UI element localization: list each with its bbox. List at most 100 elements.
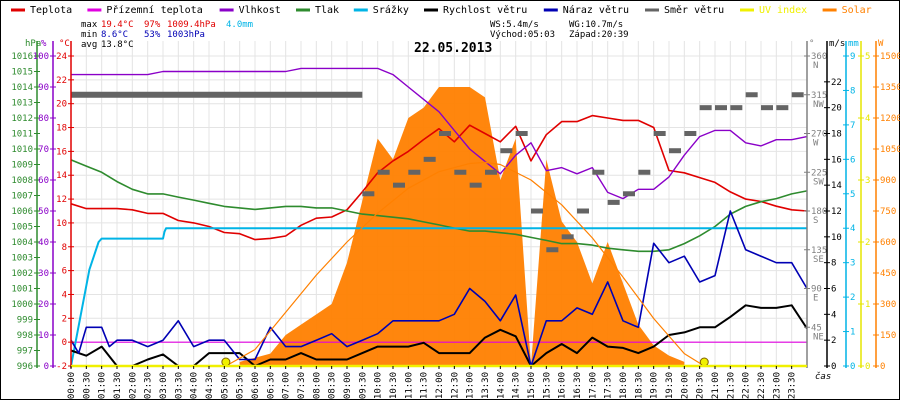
rain-axis-tick-label: 6 [850,155,855,165]
rain-axis-tick-label: 0 [850,362,855,372]
x-tick-label: 23:30 [788,372,798,399]
pressure-axis-tick-label: 1000 [11,300,33,310]
pressure-axis-tick-label: 1005 [11,223,33,233]
rain-axis-tick-label: 2 [850,293,855,303]
x-tick-label: 21:00 [711,372,721,399]
wind-axis-tick-label: 12 [831,207,842,217]
x-tick-label: 03:30 [174,372,184,399]
wind-direction-mark [776,105,789,111]
solar-axis-tick-label: 750 [880,207,896,217]
wind-direction-mark [607,199,620,205]
markers-layer [221,357,709,367]
x-axis-label: čas [815,371,831,382]
x-tick-label: 12:00 [435,372,445,399]
x-tick-label: 11:00 [404,372,414,399]
wind-axis-tick-label: 10 [831,233,842,243]
pressure-axis-tick-label: 999 [17,316,33,326]
sunrise-marker [221,357,231,367]
wind-axis-tick-label: 22 [831,78,842,88]
wind-direction-mark [393,182,405,188]
x-tick-label: 14:00 [496,372,506,399]
x-tick-label: 02:30 [144,372,154,399]
stats-temp-min: 8.6°C [101,30,128,40]
pressure-axis-tick-label: 1010 [11,145,33,155]
direction-axis-tick-label: 225 [811,168,827,178]
uv-axis-tick-label: 0 [865,362,870,372]
rain-axis-tick-label: 5 [850,190,855,200]
humidity-axis-tick-label: 30 [38,269,49,279]
uv-axis-tick-label: 5 [865,52,870,62]
humidity-axis-tick-label: 50 [38,207,49,217]
rain-axis-tick-label: 9 [850,52,855,62]
series-vlhkost [71,67,808,200]
temperature-axis-unit: °C [59,39,70,49]
direction-axis-compass-label: SE [813,255,824,265]
series-teplota [70,114,808,241]
stats-sunset: Západ:20:39 [569,30,629,40]
series-n-raz-v-tru [70,210,808,367]
wind-direction-mark [423,156,436,162]
stats-press-max: 1009.4hPa [167,20,216,30]
x-tick-label: 23:00 [772,372,782,399]
solar-axis-tick-label: 1350 [880,83,900,93]
pressure-axis-tick-label: 1007 [11,192,33,202]
wind-direction-mark [699,105,712,111]
wind-axis-tick-label: 0 [831,362,836,372]
wind-direction-mark [669,148,681,154]
x-tick-label: 13:30 [481,372,491,399]
x-tick-label: 17:30 [604,372,614,399]
wind-direction-mark [791,92,804,98]
temperature-axis-tick-label: 6 [62,267,67,277]
x-tick-label: 22:00 [742,372,752,399]
legend-item: Vlhkost [239,5,281,16]
legend-item: Teplota [30,5,72,16]
direction-axis-compass-label: E [813,294,818,304]
x-tick-label: 04:30 [205,372,215,399]
solar-axis-tick-label: 150 [880,331,896,341]
pressure-axis-tick-label: 1015 [11,68,33,78]
wind-direction-mark [408,169,421,175]
x-tick-label: 12:30 [450,372,460,399]
solar-axis-tick-label: 1200 [880,114,900,124]
humidity-axis-tick-label: 60 [38,176,49,186]
humidity-axis-tick-label: 80 [38,114,49,124]
wind-direction-mark [761,105,773,111]
pressure-axis-tick-label: 1016 [11,52,33,62]
uv-axis-tick-label: 4 [865,114,870,124]
wind-direction-mark [638,169,651,175]
wind-axis-tick-label: 2 [831,336,836,346]
wind-direction-mark [469,182,482,188]
rain-axis-tick-label: 3 [850,259,855,269]
stats-block: max 19.4°C 97% 1009.4hPa 4.0mm min 8.6°C… [81,20,629,50]
stats-wg: WG:10.7m/s [569,20,623,30]
wind-direction-mark [561,234,574,240]
temperature-axis-tick-label: 14 [56,171,67,181]
x-tick-label: 16:30 [573,372,583,399]
series-sr-ky [70,227,807,367]
temperature-axis-tick-label: 22 [56,76,67,86]
wind-direction-mark [684,131,697,136]
x-tick-label: 07:30 [297,372,307,399]
humidity-axis-tick-label: 90 [38,83,49,93]
solar-axis-tick-label: 1500 [880,52,900,62]
solar-axis-tick-label: 1050 [880,145,900,155]
legend-item: Směr větru [664,4,724,16]
temperature-axis-tick-label: 2 [62,314,67,324]
wind-axis-unit: m/s [829,39,845,49]
legend-item: Náraz větru [563,4,629,16]
legend-item: UV index [759,5,807,16]
rain-axis-unit: mm [848,39,859,49]
uv-axis-tick-label: 1 [865,300,870,310]
direction-axis-tick-label: 45 [811,323,822,333]
pressure-axis-unit: hPa [25,39,41,49]
stats-rain-total: 4.0mm [226,20,253,30]
humidity-axis-tick-label: 20 [38,300,49,310]
wind-axis-tick-label: 16 [831,155,842,165]
x-tick-label: 10:30 [389,372,399,399]
rain-axis-tick-label: 1 [850,328,855,338]
legend-item: Rychlost větru [443,4,527,16]
wind-direction-mark [439,131,451,136]
wind-direction-mark [515,131,528,136]
direction-axis-compass-label: NE [813,332,824,342]
